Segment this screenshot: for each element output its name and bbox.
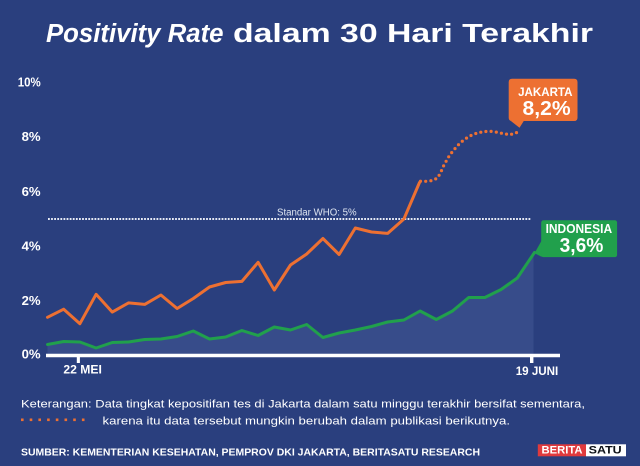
svg-text:10%: 10% — [18, 75, 41, 90]
svg-text:19 JUNI: 19 JUNI — [516, 364, 559, 378]
svg-text:0%: 0% — [22, 347, 41, 362]
svg-text:Standar WHO: 5%: Standar WHO: 5% — [277, 208, 357, 219]
svg-text:8%: 8% — [22, 129, 41, 144]
svg-text:JAKARTA: JAKARTA — [518, 85, 573, 99]
svg-text:INDONESIA: INDONESIA — [546, 221, 613, 236]
svg-text:Keterangan: Data tingkat kepos: Keterangan: Data tingkat kepositifan tes… — [21, 399, 585, 411]
svg-text:2%: 2% — [22, 293, 41, 308]
svg-text:karena itu data tersebut mungk: karena itu data tersebut mungkin berubah… — [103, 416, 511, 428]
svg-text:8,2%: 8,2% — [523, 98, 571, 120]
svg-text:4%: 4% — [22, 238, 41, 253]
svg-text:BERITA: BERITA — [542, 445, 583, 457]
svg-text:dalam 30 Hari Terakhir: dalam 30 Hari Terakhir — [233, 20, 593, 48]
svg-text:22 MEI: 22 MEI — [63, 363, 102, 377]
svg-text:3,6%: 3,6% — [560, 235, 604, 257]
svg-text:6%: 6% — [22, 184, 41, 199]
svg-text:Positivity Rate: Positivity Rate — [46, 20, 223, 48]
svg-text:SATU: SATU — [589, 445, 622, 457]
svg-text:SUMBER: KEMENTERIAN KESEHATAN,: SUMBER: KEMENTERIAN KESEHATAN, PEMPROV D… — [21, 447, 480, 459]
